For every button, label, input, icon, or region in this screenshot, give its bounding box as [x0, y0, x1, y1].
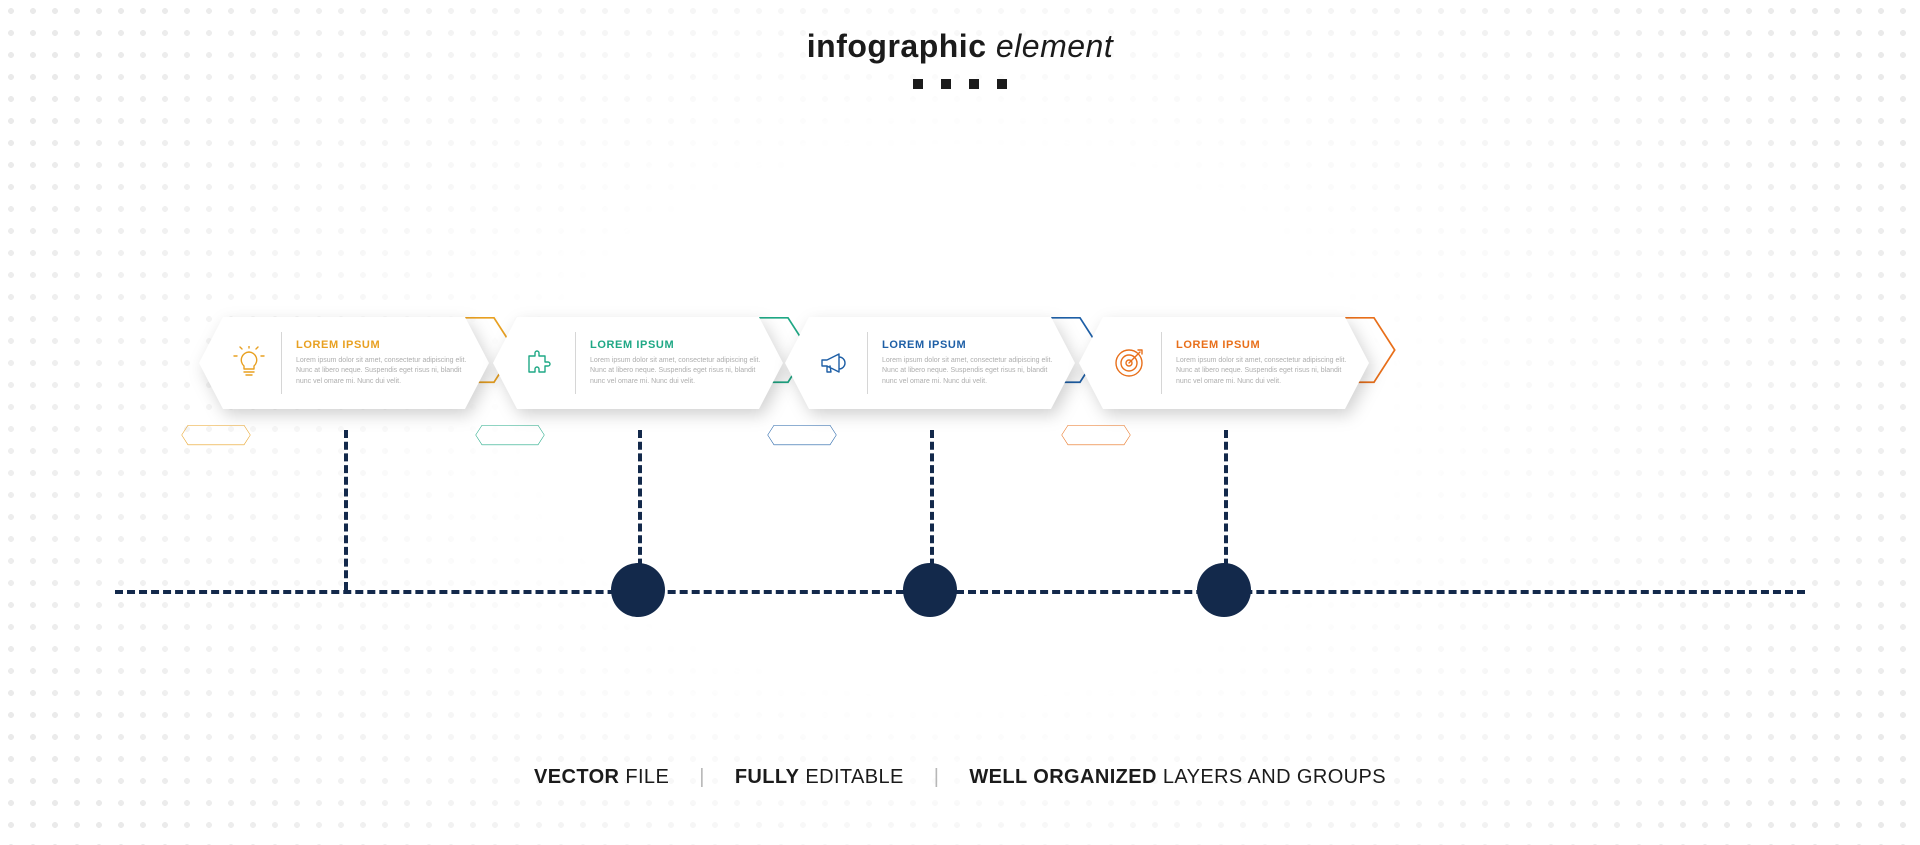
target-icon [1109, 343, 1149, 383]
card-description: Lorem ipsum dolor sit amet, consectetur … [882, 356, 1053, 386]
card-title: LOREM IPSUM [1176, 339, 1347, 351]
card-body: LOREM IPSUM Lorem ipsum dolor sit amet, c… [199, 317, 489, 409]
title-word-1: infographic [807, 28, 987, 64]
dot [913, 79, 923, 89]
card-wire-outline [1061, 415, 1131, 455]
card-wire-outline [181, 415, 251, 455]
card-description: Lorem ipsum dolor sit amet, consectetur … [590, 356, 761, 386]
title-word-2: element [996, 28, 1113, 64]
card-description: Lorem ipsum dolor sit amet, consectetur … [1176, 356, 1347, 386]
puzzle-icon [523, 343, 563, 383]
cards-container: LOREM IPSUM Lorem ipsum dolor sit amet, c… [0, 295, 1920, 455]
card-step-2: LOREM IPSUM Lorem ipsum dolor sit amet, c… [493, 295, 783, 445]
lightbulb-icon [229, 343, 269, 383]
timeline-node [611, 563, 665, 617]
dot [969, 79, 979, 89]
card-step-3: LOREM IPSUM Lorem ipsum dolor sit amet, c… [785, 295, 1075, 445]
card-divider [1161, 332, 1162, 394]
footer-part-bold: WELL ORGANIZED [969, 766, 1156, 788]
footer-separator: | [934, 766, 940, 788]
megaphone-icon [815, 343, 855, 383]
card-body: LOREM IPSUM Lorem ipsum dolor sit amet, c… [493, 317, 783, 409]
card-body: LOREM IPSUM Lorem ipsum dolor sit amet, c… [1079, 317, 1369, 409]
card-wire-outline [475, 415, 545, 455]
timeline-axis [115, 590, 1805, 594]
header: infographic element [0, 28, 1920, 89]
footer-separator: | [699, 766, 705, 788]
footer-part-light: LAYERS AND GROUPS [1157, 766, 1386, 788]
timeline-node [1197, 563, 1251, 617]
dot [941, 79, 951, 89]
header-dots [0, 79, 1920, 89]
card-divider [281, 332, 282, 394]
card-title: LOREM IPSUM [590, 339, 761, 351]
card-description: Lorem ipsum dolor sit amet, consectetur … [296, 356, 467, 386]
card-wire-outline [767, 415, 837, 455]
card-divider [867, 332, 868, 394]
footer-tagline: VECTOR FILE | FULLY EDITABLE | WELL ORGANIZE… [0, 766, 1920, 789]
card-step-1: LOREM IPSUM Lorem ipsum dolor sit amet, c… [199, 295, 489, 445]
footer-part-light: FILE [619, 766, 669, 788]
timeline-node [903, 563, 957, 617]
dot [997, 79, 1007, 89]
footer-part-bold: VECTOR [534, 766, 619, 788]
footer-part-bold: FULLY [735, 766, 800, 788]
card-title: LOREM IPSUM [882, 339, 1053, 351]
timeline-connector [344, 430, 348, 590]
card-step-4: LOREM IPSUM Lorem ipsum dolor sit amet, c… [1079, 295, 1369, 445]
card-body: LOREM IPSUM Lorem ipsum dolor sit amet, c… [785, 317, 1075, 409]
card-title: LOREM IPSUM [296, 339, 467, 351]
page-title: infographic element [0, 28, 1920, 65]
card-divider [575, 332, 576, 394]
footer-part-light: EDITABLE [799, 766, 903, 788]
